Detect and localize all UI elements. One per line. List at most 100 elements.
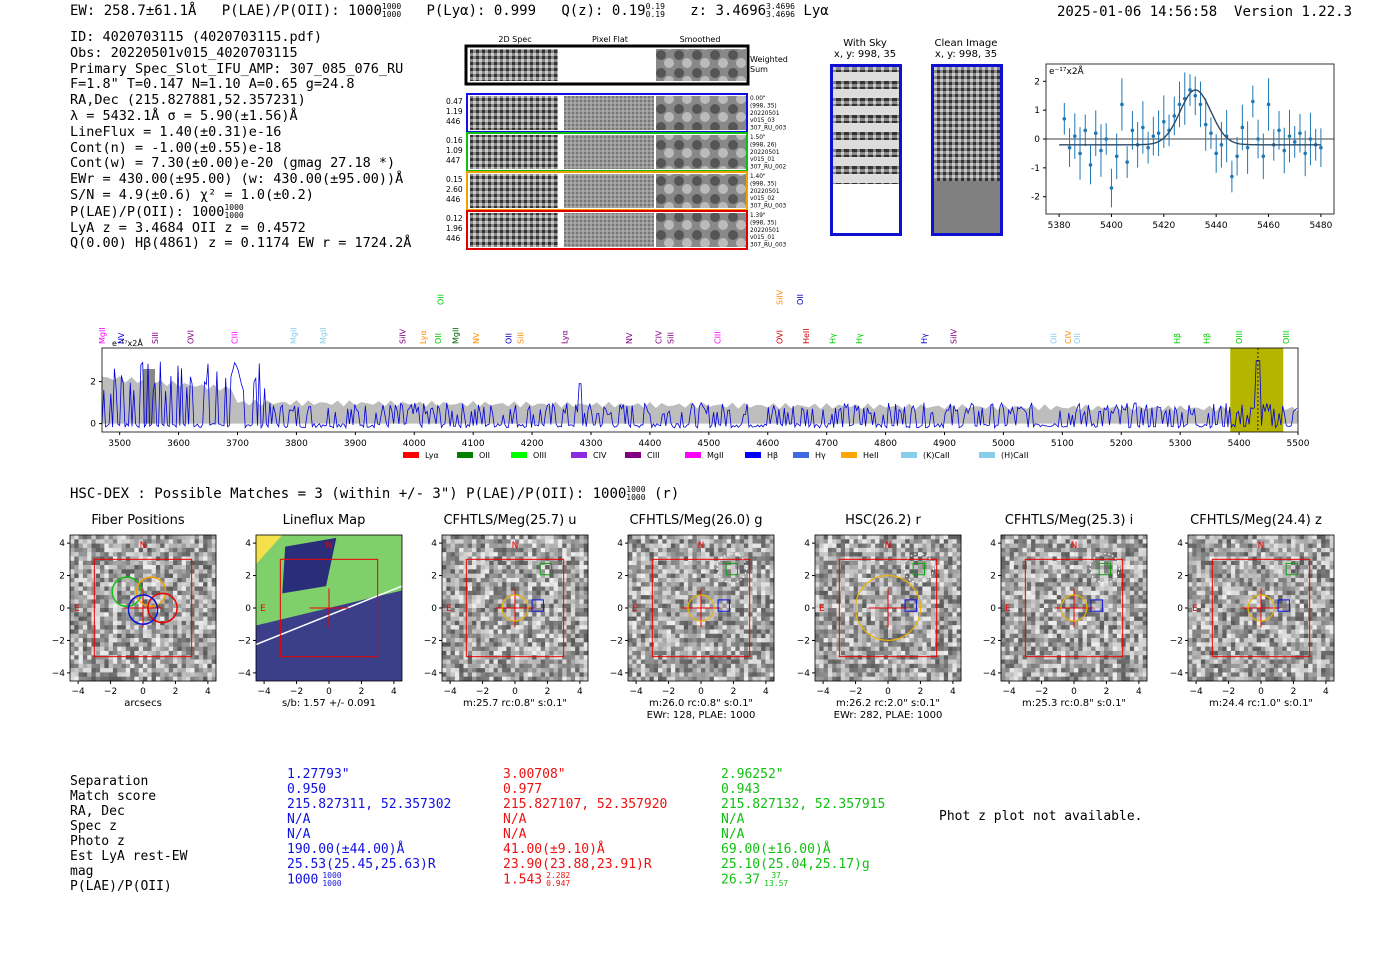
cutout-row-stat: 2.60 [446, 185, 463, 194]
panel-title: CFHTLS/Meg(24.4) z [1190, 513, 1322, 528]
match-column: 3.00708" 0.977 215.827107, 52.357920 N/A N/A… [503, 767, 667, 888]
cutout-row-meta: 1.40" [750, 174, 766, 180]
match-row-label: RA, Dec [70, 804, 125, 819]
panel-xtick: −2 [849, 687, 862, 697]
panel-xtick: −2 [104, 687, 117, 697]
fit-point [1287, 134, 1292, 138]
fit-point [1130, 128, 1135, 133]
spec-line-marker: SiIV [949, 328, 958, 344]
cutout-row-stat: 0.47 [446, 97, 463, 106]
north-label: N [885, 541, 892, 551]
panel-ytick: 2 [1177, 572, 1183, 582]
version: Version 1.22.3 [1234, 4, 1353, 20]
panel-ytick: −2 [1170, 636, 1183, 646]
match-value: 25.53(25.45,25.63)R [287, 857, 436, 872]
cutout-row-stat: 446 [446, 195, 461, 204]
match-value: 190.00(±44.00)Å [287, 842, 405, 857]
spec-xtick: 3900 [344, 439, 367, 449]
spec-line-marker: Hγ [855, 333, 864, 344]
east-label: E [446, 604, 452, 614]
aperture-box [1211, 558, 1311, 658]
fit-point [1261, 154, 1266, 159]
spec-line-marker: SiII [516, 332, 525, 344]
panel-xtick: 2 [731, 687, 737, 697]
fit-point [1256, 137, 1260, 141]
fit-point [1308, 137, 1313, 141]
fit-point [1198, 102, 1203, 107]
panel-title: Fiber Positions [91, 513, 185, 528]
match-row-label: mag [70, 864, 94, 879]
cutout-row-stat: 1.09 [446, 146, 463, 155]
spec-line-marker: OII [504, 333, 513, 344]
match-row-label: Photo z [70, 834, 125, 849]
info-line: ID: 4020703115 (4020703115.pdf) [70, 29, 322, 45]
svg-text:Hγ: Hγ [815, 451, 826, 460]
spec-line-marker: HeII [802, 328, 811, 344]
spec-xtick: 4300 [580, 439, 603, 449]
svg-text:Hβ: Hβ [767, 451, 778, 460]
fit-point [1303, 151, 1307, 156]
z-value: z: 3.4696 [690, 3, 767, 19]
spec-legend-item: Hγ [793, 451, 826, 460]
fit-point [1235, 154, 1239, 159]
spec-xtick: 4700 [815, 439, 838, 449]
timestamp-version: 2025-01-06 14:56:58 Version 1.22.3 [1057, 4, 1352, 20]
match-value: 1.543 2.282 0.947 [503, 871, 571, 888]
panel-xtick: 4 [1323, 687, 1329, 697]
spec-line-marker: Lyα [419, 330, 428, 344]
panel-ytick: −4 [610, 669, 624, 679]
fit-point [1245, 145, 1250, 150]
panel-ytick: 4 [59, 539, 65, 549]
qz-value: Q(z): 0.19 [561, 3, 646, 19]
svg-text:(K)CaII: (K)CaII [923, 451, 950, 460]
panel-xtick: 4 [577, 687, 583, 697]
fit-xtick: 5460 [1257, 221, 1280, 231]
match-value: N/A [287, 812, 311, 827]
spec-line-marker: CIV [1064, 330, 1073, 344]
spec-xtick: 4500 [697, 439, 720, 449]
east-label: E [1192, 604, 1198, 614]
match-value: N/A [721, 827, 745, 842]
info-line: Cont(n) = -1.00(±0.55)e-18 [70, 139, 282, 156]
z-bounds: 3.4696 3.4696 [766, 2, 795, 19]
svg-text:HeII: HeII [863, 451, 879, 460]
fit-point [1177, 102, 1182, 107]
with-sky-title: With Sky x, y: 998, 35 [833, 38, 897, 60]
spec-ytick: 2 [90, 378, 96, 388]
spec-xtick: 5400 [1228, 439, 1251, 449]
panel-caption: m:24.4 rc:1.0" s:0.1" [1209, 698, 1313, 709]
spec-xtick: 5500 [1287, 439, 1310, 449]
panel-xtick: −2 [476, 687, 489, 697]
match-row-label: Spec z [70, 819, 117, 834]
panel-xtick: 4 [763, 687, 769, 697]
panel-caption: m:25.7 rc:0.8" s:0.1" [463, 698, 567, 709]
aperture-box [1024, 558, 1124, 658]
cutout-row-stat: 1.96 [446, 224, 463, 233]
spec-axes [101, 347, 1299, 433]
panel-xtick: 0 [1071, 687, 1077, 697]
panel-xtick: 2 [1104, 687, 1110, 697]
spec-legend-item: Hβ [745, 451, 778, 460]
match-marker [904, 599, 917, 612]
line-fit-plot: 2 1 0 -1 -2 5380 5400 5420 5440 5460 5480 e⁻¹⁷x2Å [1031, 63, 1335, 231]
spec-upper-marker: OII [796, 294, 805, 305]
fit-point [1151, 134, 1156, 138]
spec-legend-item: MgII [685, 451, 724, 460]
cutout-row-meta: 20220501 [750, 111, 780, 117]
north-label: N [326, 541, 333, 551]
datetime: 2025-01-06 14:56:58 [1057, 4, 1218, 20]
spec-upper-marker: OII [437, 294, 446, 305]
panel-xtick: 0 [698, 687, 704, 697]
panel-ytick: −4 [1170, 669, 1184, 679]
panel-caption-2: EWr: 282, PLAE: 1000 [834, 710, 943, 721]
image-panel: CFHTLS/Meg(26.0) g N E −4 −4 −2 −2 0 0 2 2 4 4 m:26.0… [608, 513, 784, 732]
spec-line-marker: OVI [775, 330, 784, 344]
fit-ytick: -1 [1031, 164, 1040, 174]
spec-xtick: 5300 [1169, 439, 1192, 449]
match-marker [1277, 599, 1290, 612]
fit-xtick: 5480 [1309, 221, 1332, 231]
panel-xtick: 4 [391, 687, 397, 697]
spec-xtick: 4200 [521, 439, 544, 449]
panel-ytick: 0 [804, 604, 810, 614]
